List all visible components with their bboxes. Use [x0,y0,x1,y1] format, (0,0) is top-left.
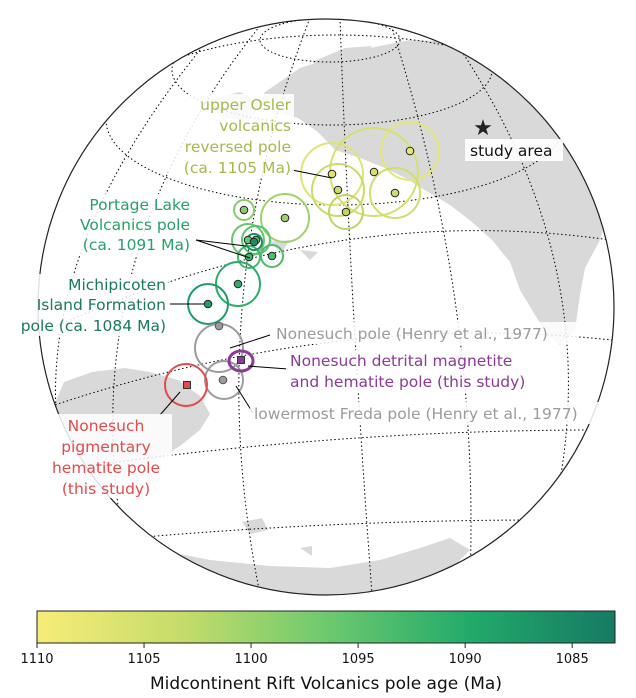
freda-label-bg [250,402,616,424]
pigmentary-label-line-4: (this study) [62,480,150,498]
colorbar-tick-label: 1110 [20,652,53,667]
portage-label-line-1: Portage Lake [89,196,190,214]
study-area: ★ study area [465,116,563,161]
pigmentary-label-line-1: Nonesuch [68,417,145,435]
michipicoten-pole-marker-1 [203,299,213,309]
osler-label-line-1: upper Osler [200,96,291,114]
study-area-label-bg [465,139,563,161]
detrital-label-line-2: and hematite pole (this study) [290,373,525,391]
osler-leader-line [291,169,333,179]
pigmentary-leader-line [159,391,181,416]
pigmentary-label-bg [40,414,172,498]
colorbar-tick-label: 1100 [235,652,268,667]
osler-pole-ellipse-6 [328,194,364,230]
michipicoten-pole-marker-2 [249,237,259,247]
osler-pole-marker-2 [405,146,415,156]
detrital-label-line-1: Nonesuch detrital magnetite [290,352,512,370]
portage-pole-marker-2 [239,205,249,215]
osler-label-line-4: (ca. 1105 Ma) [184,159,291,177]
osler-pole-marker-5 [333,185,343,195]
portage-pole-marker-6 [244,252,254,262]
portage-label-bg [68,194,194,256]
colorbar-gradient [36,610,616,644]
michipicoten-label-line-1: Michipicoten [68,276,166,294]
detrital-pole-ellipse [227,349,255,373]
pigmentary-pole-ellipse [164,363,208,407]
portage-pole-marker-1 [280,213,290,223]
detrital-leader-line [247,365,289,370]
henry-nonesuch-label-bg [272,322,578,344]
portage-pole-ellipse-1 [260,193,310,243]
portage-pole-ellipse-5 [260,244,284,268]
freda-pole-marker [218,375,228,385]
osler-pole-ellipse-4 [369,167,421,219]
portage-leader-line-1 [195,239,247,247]
osler-label-line-2: volcanics [219,117,291,135]
portage-leader-line-2 [195,239,251,259]
caribbean-islands [268,240,318,260]
study-area-label: study area [470,142,552,160]
osler-label: upper Osler volcanics reversed pole (ca.… [168,94,294,178]
colorbar-label: Midcontinent Rift Volcanics pole age (Ma… [150,674,502,694]
pigmentary-label-line-3: hematite pole [52,459,160,477]
michipicoten-label: Michipicoten Island Formation pole (ca. … [6,274,168,336]
osler-pole-marker-3 [369,167,379,177]
pigmentary-pole-marker [183,381,191,389]
freda-pole-ellipse [204,360,244,400]
portage-pole-marker-7 [233,279,243,289]
henry-nonesuch-pole-marker [214,321,224,331]
colorbar-tick-label: 1105 [127,652,160,667]
colorbar-tick-label: 1095 [342,652,375,667]
osler-pole-marker-6 [341,207,351,217]
detrital-label: Nonesuch detrital magnetite and hematite… [286,350,554,392]
freda-label: lowermost Freda pole (Henry et al., 1977… [250,402,616,424]
michipicoten-label-bg [6,274,168,336]
study-area-star-icon: ★ [473,116,493,141]
michipicoten-label-line-3: pole (ca. 1084 Ma) [21,317,166,335]
osler-pole-ellipse-1 [300,142,364,206]
colorbar-tick-label: 1090 [449,652,482,667]
freda-label-text: lowermost Freda pole (Henry et al., 1977… [254,405,578,423]
colorbar-tick-label: 1085 [556,652,589,667]
pigmentary-label: Nonesuch pigmentary hematite pole (this … [40,414,172,498]
portage-label-line-3: (ca. 1091 Ma) [83,236,190,254]
reference-poles [164,321,255,407]
osler-label-bg [168,94,294,178]
pole-ellipses [187,121,440,325]
henry-nonesuch-leader-line [229,334,271,349]
portage-label: Portage Lake Volcanics pole (ca. 1091 Ma… [68,194,194,256]
osler-pole-ellipse-2 [380,121,440,181]
pigmentary-label-line-2: pigmentary [61,438,151,456]
henry-nonesuch-label-text: Nonesuch pole (Henry et al., 1977) [276,325,548,343]
osler-label-line-3: reversed pole [185,138,291,156]
southern-islands [242,518,312,556]
portage-pole-ellipse-6 [237,245,261,269]
portage-pole-ellipse-4 [241,225,271,255]
colorbar: 1110 1105 1100 1095 1090 1085 Midcontinent Ri… [20,610,616,694]
detrital-label-bg [286,350,554,392]
osler-pole-marker-4 [390,188,400,198]
henry-nonesuch-label: Nonesuch pole (Henry et al., 1977) [272,322,578,344]
colorbar-ticks: 1110 1105 1100 1095 1090 1085 [20,643,589,667]
portage-pole-ellipse-2 [233,199,255,221]
portage-pole-ellipse-7 [215,261,261,307]
osler-pole-marker-1 [327,169,337,179]
portage-pole-marker-5 [267,251,277,261]
portage-label-line-2: Volcanics pole [80,216,190,234]
leader-lines [159,169,333,416]
osler-pole-ellipse-5 [311,163,365,217]
michipicoten-label-line-2: Island Formation [37,296,166,314]
detrital-pole-marker [237,356,245,364]
